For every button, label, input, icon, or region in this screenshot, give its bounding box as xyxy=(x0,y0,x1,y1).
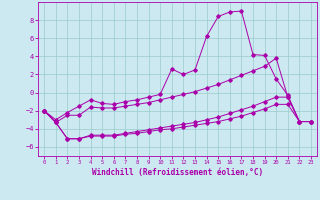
X-axis label: Windchill (Refroidissement éolien,°C): Windchill (Refroidissement éolien,°C) xyxy=(92,168,263,177)
